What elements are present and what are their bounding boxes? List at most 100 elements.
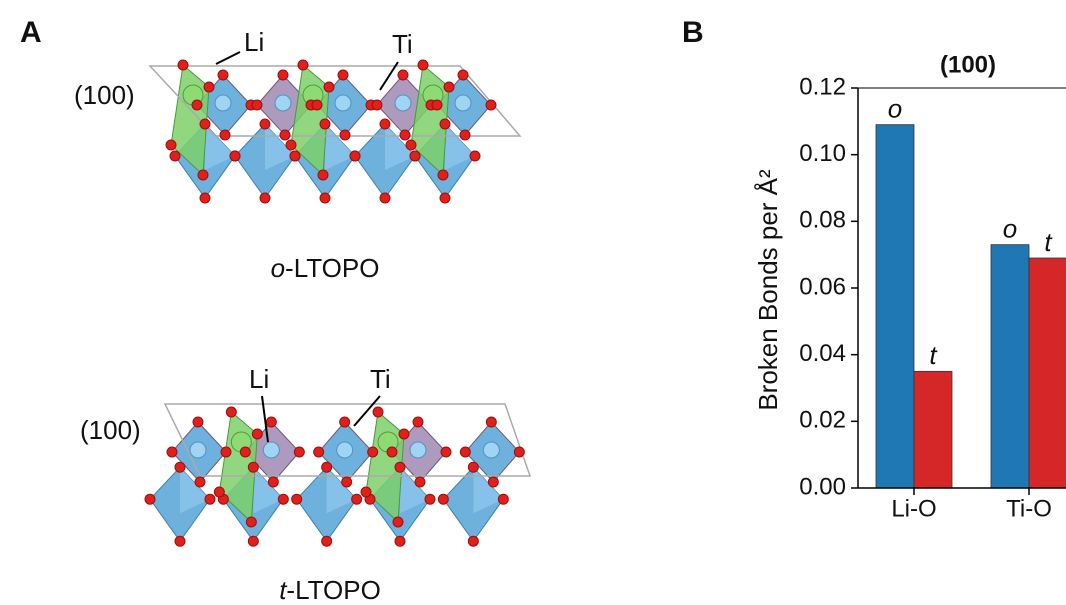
- oxygen-atom: [440, 119, 450, 129]
- oxygen-atom: [248, 536, 258, 546]
- oxygen-atom: [380, 193, 390, 203]
- oxygen-atom: [200, 119, 210, 129]
- oxygen-atom: [350, 151, 360, 161]
- oxygen-atom: [252, 429, 262, 439]
- oxygen-atom: [248, 462, 258, 472]
- ti-label: Ti: [370, 364, 391, 394]
- oxygen-atom: [486, 100, 496, 110]
- ti-atom: [190, 442, 206, 458]
- oxygen-atom: [170, 151, 180, 161]
- oxygen-atom: [444, 82, 454, 92]
- oxygen-atom: [214, 487, 224, 497]
- oxygen-atom: [372, 100, 382, 110]
- ti-atom: [395, 95, 411, 111]
- ti-label: Ti: [392, 29, 413, 59]
- chart-title: (100): [940, 51, 996, 78]
- ti-atom: [455, 95, 471, 111]
- leader-line: [216, 52, 240, 64]
- oxygen-atom: [314, 447, 324, 457]
- compound: -LTOPO: [285, 253, 379, 283]
- crystal-structures: [145, 60, 530, 546]
- bar-label: t: [1044, 227, 1053, 257]
- oxygen-atom: [290, 151, 300, 161]
- oxygen-atom: [230, 151, 240, 161]
- y-tick-label: 0.02: [799, 407, 846, 434]
- oxygen-atom: [338, 70, 348, 80]
- ti-atom: [410, 442, 426, 458]
- oxygen-atom: [166, 140, 176, 150]
- oxygen-atom: [178, 60, 188, 70]
- li-label: Li: [249, 364, 269, 394]
- oxygen-atom: [322, 536, 332, 546]
- oxygen-atom: [380, 119, 390, 129]
- oxygen-atom: [193, 417, 203, 427]
- plane-label: (100): [74, 80, 135, 110]
- x-tick-label: Ti-O: [1006, 495, 1052, 522]
- oxygen-atom: [410, 151, 420, 161]
- oxygen-atom: [486, 417, 496, 427]
- phase: o: [271, 253, 285, 283]
- oxygen-atom: [221, 447, 231, 457]
- y-tick-label: 0.12: [799, 73, 846, 100]
- oxygen-atom: [278, 494, 288, 504]
- oxygen-atom: [204, 82, 214, 92]
- oxygen-atom: [361, 487, 371, 497]
- oxygen-atom: [268, 477, 278, 487]
- oxygen-atom: [413, 417, 423, 427]
- oxygen-atom: [395, 536, 405, 546]
- oxygen-atom: [226, 407, 236, 417]
- oxygen-atom: [278, 70, 288, 80]
- oxygen-atom: [145, 494, 155, 504]
- oxygen-atom: [205, 494, 215, 504]
- oxygen-atom: [294, 447, 304, 457]
- y-tick-label: 0.10: [799, 140, 846, 167]
- oxygen-atom: [175, 536, 185, 546]
- oxygen-atom: [298, 60, 308, 70]
- oxygen-atom: [470, 151, 480, 161]
- oxygen-atom: [192, 100, 202, 110]
- oxygen-atom: [498, 494, 508, 504]
- oxygen-atom: [322, 462, 332, 472]
- oxygen-atom: [458, 70, 468, 80]
- bar: [1029, 258, 1066, 488]
- oxygen-atom: [218, 70, 228, 80]
- oxygen-atom: [352, 494, 362, 504]
- x-tick-label: Li-O: [891, 495, 936, 522]
- bar-label: o: [888, 94, 902, 124]
- ti-atom: [337, 442, 353, 458]
- oxygen-atom: [220, 130, 230, 140]
- compound: -LTOPO: [286, 575, 380, 605]
- ti-atom: [483, 442, 499, 458]
- oxygen-atom: [460, 447, 470, 457]
- oxygen-atom: [340, 417, 350, 427]
- bar: [991, 245, 1029, 488]
- y-tick-label: 0.04: [799, 340, 846, 367]
- oxygen-atom: [195, 477, 205, 487]
- y-tick-label: 0.06: [799, 273, 846, 300]
- oxygen-atom: [438, 170, 448, 180]
- y-axis-label: Broken Bonds per Å²: [753, 169, 783, 411]
- y-tick-label: 0.00: [799, 473, 846, 500]
- panel-label: A: [20, 16, 42, 49]
- oxygen-atom: [175, 462, 185, 472]
- oxygen-atom: [393, 517, 403, 527]
- oxygen-atom: [324, 82, 334, 92]
- oxygen-atom: [318, 170, 328, 180]
- y-tick-label: 0.08: [799, 207, 846, 234]
- oxygen-atom: [368, 447, 378, 457]
- oxygen-atom: [460, 130, 470, 140]
- oxygen-atom: [399, 429, 409, 439]
- oxygen-atom: [415, 477, 425, 487]
- oxygen-atom: [312, 100, 322, 110]
- oxygen-atom: [340, 130, 350, 140]
- oxygen-atom: [418, 60, 428, 70]
- bar: [876, 125, 914, 488]
- structure-name: o-LTOPO: [271, 253, 380, 283]
- oxygen-atom: [438, 494, 448, 504]
- plane-label: (100): [80, 415, 141, 445]
- ti-atom: [215, 95, 231, 111]
- oxygen-atom: [320, 119, 330, 129]
- oxygen-atom: [342, 477, 352, 487]
- panel-label: B: [682, 16, 704, 49]
- oxygen-atom: [488, 477, 498, 487]
